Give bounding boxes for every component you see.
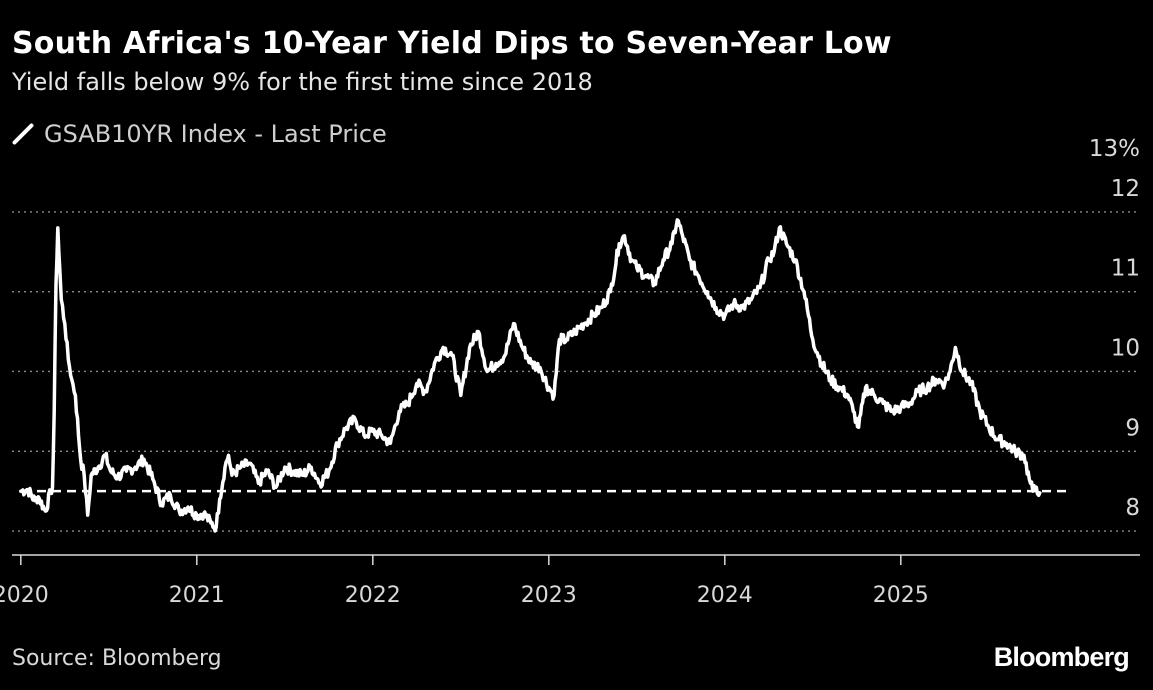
y-tick-label: 8 — [1125, 495, 1140, 521]
chart-subtitle: Yield falls below 9% for the first time … — [12, 68, 593, 96]
y-tick-label: 11 — [1111, 256, 1140, 282]
x-tick-label: 2023 — [521, 583, 577, 608]
y-tick-label: 9 — [1125, 415, 1140, 441]
source-note: Source: Bloomberg — [12, 646, 222, 671]
series-line — [19, 218, 1042, 533]
chart-title: South Africa's 10-Year Yield Dips to Sev… — [12, 26, 892, 61]
x-tick-label: 2022 — [345, 583, 401, 608]
legend: GSAB10YR Index - Last Price — [12, 120, 387, 148]
x-tick-label: 2021 — [169, 583, 225, 608]
y-tick-label: 12 — [1111, 176, 1140, 202]
x-tick-label: 2025 — [873, 583, 929, 608]
y-tick-label: 13% — [1089, 136, 1140, 162]
bloomberg-logo: Bloomberg — [993, 642, 1130, 672]
legend-entry-label: GSAB10YR Index - Last Price — [44, 120, 387, 148]
x-tick-label: 2024 — [697, 583, 753, 608]
y-tick-label: 10 — [1111, 335, 1140, 361]
